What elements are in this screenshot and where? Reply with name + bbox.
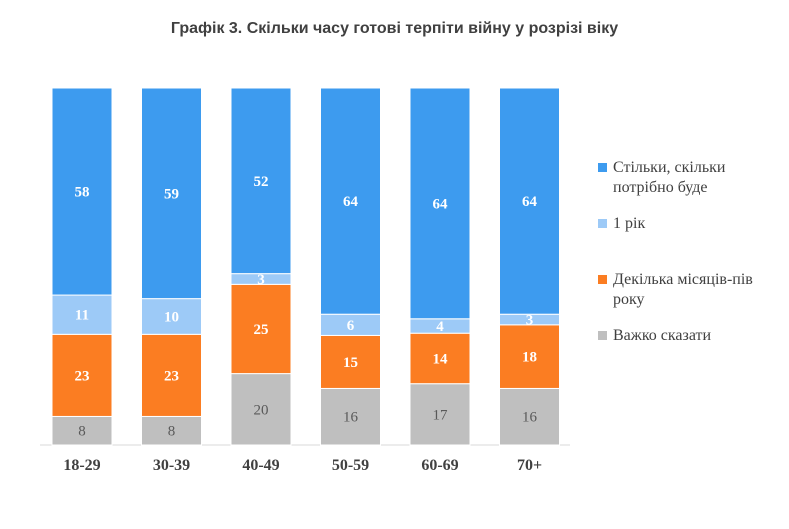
legend-label: 1 рік	[613, 215, 646, 232]
legend-item: Декілька місяців-пів року	[598, 270, 783, 310]
data-label: 64	[433, 196, 449, 212]
data-label: 4	[436, 319, 444, 335]
legend-item: Стільки, скільки потрібно буде	[598, 158, 783, 198]
data-label: 18	[522, 350, 537, 366]
bar-segment	[51, 294, 113, 335]
bar-segment	[141, 298, 202, 335]
data-label: 3	[257, 272, 265, 288]
data-label: 10	[164, 309, 179, 325]
data-label: 17	[433, 407, 449, 423]
x-tick-label: 30-39	[153, 457, 190, 474]
legend-label: Стільки, скільки потрібно буде	[613, 159, 726, 196]
chart-title: Графік 3. Скільки часу готові терпіти ві…	[170, 20, 619, 37]
bar-segment	[409, 87, 471, 320]
bar-segment	[230, 283, 292, 375]
data-label: 6	[347, 318, 355, 334]
bar-segment	[51, 415, 113, 446]
bar-segment	[230, 373, 292, 446]
x-tick-label: 50-59	[332, 457, 369, 474]
data-label: 15	[343, 355, 358, 371]
x-tick-label: 18-29	[63, 457, 100, 474]
bar-segment	[51, 333, 113, 417]
bar-segment	[409, 383, 471, 446]
bar-segment	[51, 87, 113, 296]
data-label: 23	[164, 368, 179, 384]
data-label: 25	[254, 322, 269, 338]
data-label: 3	[526, 313, 534, 329]
legend-label: Важко сказати	[613, 327, 712, 344]
data-label: 20	[254, 402, 269, 418]
bar-segment	[499, 324, 560, 389]
bar-segment	[141, 333, 202, 417]
data-label: 8	[78, 424, 86, 440]
legend-swatch	[598, 219, 607, 228]
data-label: 14	[433, 351, 449, 367]
data-label: 64	[343, 194, 359, 210]
legend-swatch	[598, 275, 607, 284]
x-tick-label: 40-49	[242, 457, 279, 474]
x-tick-label: 70+	[517, 457, 542, 474]
data-label: 16	[343, 410, 359, 426]
legend-swatch	[598, 163, 607, 172]
data-label: 58	[75, 185, 90, 201]
bar-segment	[320, 87, 381, 315]
bar-segment	[141, 87, 202, 300]
bar-segment	[230, 87, 292, 275]
data-label: 59	[164, 186, 179, 202]
bar-segment	[141, 415, 202, 446]
legend-item: 1 рік	[598, 214, 645, 234]
bar-segment	[499, 87, 560, 315]
legend-label: Декілька місяців-пів року	[613, 271, 753, 308]
x-tick-label: 60-69	[421, 457, 458, 474]
data-label: 64	[522, 194, 538, 210]
bar-segment	[499, 387, 560, 446]
bar-segment	[409, 332, 471, 385]
data-label: 52	[254, 174, 269, 190]
legend-item: Важко сказати	[598, 326, 711, 346]
data-label: 8	[168, 424, 176, 440]
data-label: 23	[75, 368, 90, 384]
bar-segment	[320, 387, 381, 446]
legend-swatch	[598, 331, 607, 340]
data-label: 11	[75, 308, 89, 324]
data-label: 16	[522, 410, 538, 426]
